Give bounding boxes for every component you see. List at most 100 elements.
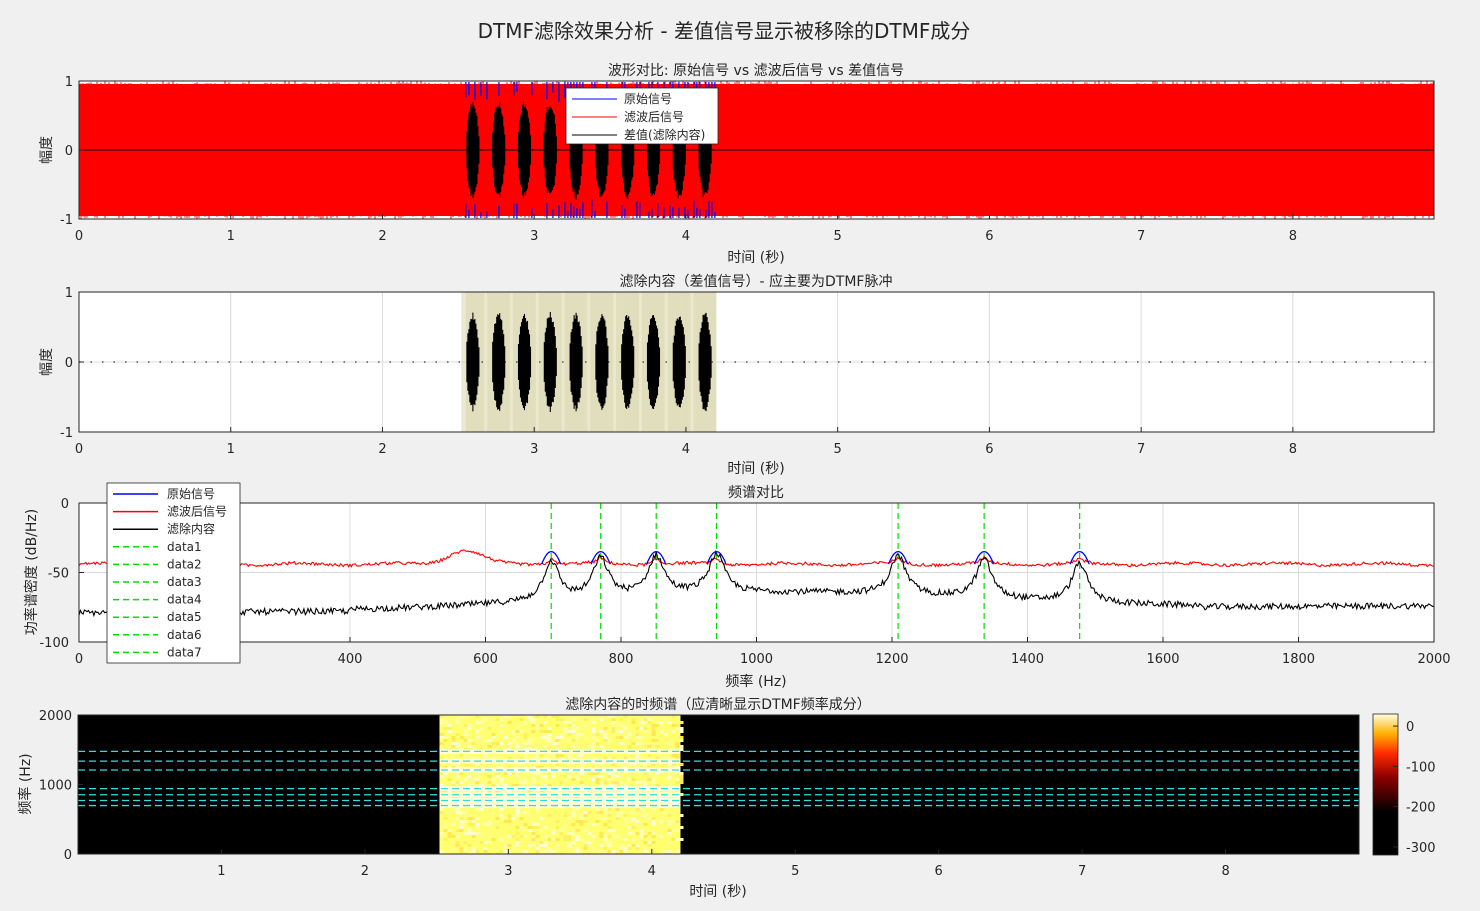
spectrogram-cell bbox=[547, 850, 552, 853]
spectrogram-cell bbox=[659, 835, 664, 838]
spectrogram-cell bbox=[515, 727, 520, 730]
spectrogram-cell bbox=[667, 814, 672, 817]
spectrogram-cell bbox=[503, 796, 508, 799]
spectrogram-cell bbox=[671, 820, 676, 823]
spectrogram-cell bbox=[679, 772, 684, 775]
spectrogram-cell bbox=[603, 838, 608, 841]
spectrogram-cell bbox=[543, 736, 548, 739]
spectrogram-cell bbox=[679, 778, 684, 781]
spectrogram-cell bbox=[507, 841, 512, 844]
spectrogram-cell bbox=[675, 727, 680, 730]
spectrogram-cell bbox=[487, 739, 492, 742]
figure-title: DTMF滤除效果分析 - 差值信号显示被移除的DTMF成分 bbox=[478, 19, 971, 43]
spectrogram-cell bbox=[467, 796, 472, 799]
tick-label-x: 6 bbox=[985, 229, 993, 244]
spectrogram-panel: 1 2 3 4 5 6 7 8 0 1000 2000 滤除内容的时频谱（应清晰显示DTMF频率成分… bbox=[17, 696, 1436, 900]
spectrogram-cell bbox=[567, 733, 572, 736]
spectrogram-cell bbox=[527, 772, 532, 775]
spectrogram-cell bbox=[615, 847, 620, 850]
tick-label-y: -50 bbox=[48, 567, 69, 582]
spectrogram-cell bbox=[623, 724, 628, 727]
spectrogram-cell bbox=[563, 721, 568, 724]
spectrogram-cell bbox=[455, 829, 460, 832]
spectrogram-cell bbox=[527, 739, 532, 742]
spectrogram-cell bbox=[579, 838, 584, 841]
spectrogram-cell bbox=[675, 829, 680, 832]
spectrogram-cell bbox=[667, 757, 672, 760]
spectrogram-cell bbox=[519, 796, 524, 799]
spectrogram-cell bbox=[635, 847, 640, 850]
spectrogram-cell bbox=[523, 754, 528, 757]
spectrogram-cell bbox=[555, 790, 560, 793]
spectrogram-cell bbox=[531, 820, 536, 823]
spectrogram-cell bbox=[503, 784, 508, 787]
spectrogram-cell bbox=[551, 754, 556, 757]
spectrogram-cell bbox=[507, 772, 512, 775]
tick-label-x: 2 bbox=[378, 229, 386, 244]
tick-label-y: 0 bbox=[61, 497, 69, 512]
spectrogram-cell bbox=[511, 733, 516, 736]
spectrum-ylabel: 功率谱密度 (dB/Hz) bbox=[23, 509, 40, 635]
spectrogram-cell bbox=[587, 841, 592, 844]
spectrogram-cell bbox=[571, 718, 576, 721]
tick-label-x: 1400 bbox=[1011, 652, 1044, 667]
spectrogram-cell bbox=[507, 835, 512, 838]
spectrogram-cell bbox=[611, 832, 616, 835]
spectrogram-cell bbox=[611, 850, 616, 853]
spectrogram-cell bbox=[675, 742, 680, 745]
spectrogram-cell bbox=[495, 772, 500, 775]
spectrogram-cell bbox=[667, 829, 672, 832]
spectrogram-cell bbox=[571, 724, 576, 727]
spectrogram-cell bbox=[635, 727, 640, 730]
spectrogram-cell bbox=[575, 847, 580, 850]
spectrogram-cell bbox=[475, 736, 480, 739]
spectrogram-cell bbox=[471, 850, 476, 853]
spectrogram-cell bbox=[511, 772, 516, 775]
spectrogram-cell bbox=[455, 781, 460, 784]
spectrogram-cell bbox=[651, 817, 656, 820]
spectrogram-cell bbox=[543, 775, 548, 778]
difference-signal-line bbox=[79, 100, 1434, 200]
spectrogram-cell bbox=[543, 784, 548, 787]
spectrogram-cell bbox=[583, 844, 588, 847]
spectrogram-cell bbox=[443, 838, 448, 841]
spectrogram-cell bbox=[583, 718, 588, 721]
spectrogram-cell bbox=[535, 808, 540, 811]
spectrogram-cell bbox=[679, 739, 684, 742]
spectrogram-cell bbox=[515, 742, 520, 745]
spectrogram-cell bbox=[475, 730, 480, 733]
spectrogram-cell bbox=[607, 778, 612, 781]
spectrogram-cell bbox=[503, 820, 508, 823]
spectrogram-cell bbox=[675, 778, 680, 781]
spectrogram-cell bbox=[531, 727, 536, 730]
spectrogram-cell bbox=[567, 763, 572, 766]
spectrogram-cell bbox=[579, 772, 584, 775]
spectrogram-cell bbox=[491, 778, 496, 781]
spectrogram-cell bbox=[515, 826, 520, 829]
spectrogram-cell bbox=[607, 835, 612, 838]
spectrogram-cell bbox=[555, 715, 560, 718]
spectrogram-cell bbox=[655, 757, 660, 760]
spectrogram-cell bbox=[491, 838, 496, 841]
spectrogram-cell bbox=[647, 718, 652, 721]
spectrogram-cell bbox=[511, 739, 516, 742]
tick-label-y: 0 bbox=[64, 848, 72, 863]
spectrogram-cell bbox=[591, 730, 596, 733]
spectrogram-cell bbox=[651, 823, 656, 826]
spectrogram-cell bbox=[623, 820, 628, 823]
spectrogram-cell bbox=[639, 727, 644, 730]
original-spectrum-peak bbox=[887, 550, 909, 565]
spectrogram-cell bbox=[671, 763, 676, 766]
spectrogram-cell bbox=[627, 844, 632, 847]
spectrogram-cell bbox=[591, 778, 596, 781]
spectrogram-cell bbox=[675, 850, 680, 853]
legend-label: data7 bbox=[167, 645, 202, 659]
spectrogram-cell bbox=[599, 811, 604, 814]
spectrogram-cell bbox=[443, 736, 448, 739]
tick-label-y: 1 bbox=[65, 75, 73, 90]
spectrogram-cell bbox=[539, 790, 544, 793]
spectrogram-cell bbox=[439, 733, 444, 736]
spectrogram-cell bbox=[671, 730, 676, 733]
spectrogram-cell bbox=[591, 763, 596, 766]
spectrogram-cell bbox=[603, 727, 608, 730]
